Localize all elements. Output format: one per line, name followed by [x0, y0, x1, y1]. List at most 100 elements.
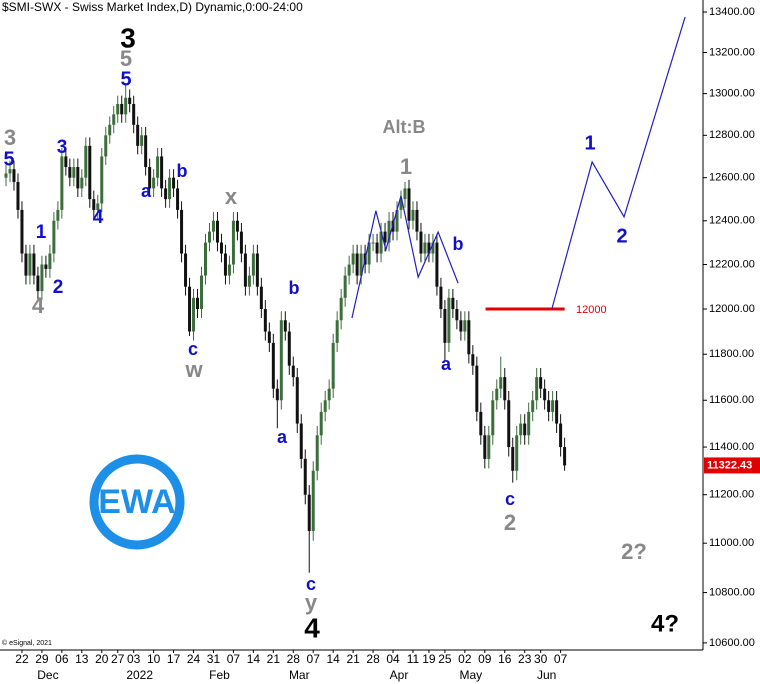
y-tick-label: 10600.00 [709, 637, 755, 649]
candle-body [128, 97, 132, 104]
candle-body [255, 253, 259, 287]
x-tick-label: 28 [366, 652, 380, 666]
y-tick-label: 11600.00 [709, 394, 754, 406]
candle-body [96, 203, 100, 210]
x-tick-label: 14 [247, 652, 261, 666]
wave-label: 3 [57, 137, 68, 158]
wave-label: b [177, 161, 188, 181]
x-tick-label: 11 [407, 652, 420, 666]
candle-body [483, 435, 487, 459]
x-tick-label: 30 [534, 652, 548, 666]
wave-label: y [305, 590, 318, 615]
candle-body [259, 286, 263, 310]
candle-body [283, 320, 287, 332]
wave-path [551, 16, 686, 310]
candle-body [239, 231, 243, 254]
candle-body [215, 220, 219, 243]
x-tick-label: 02 [458, 652, 472, 666]
candle-body [251, 253, 255, 276]
y-tick-label: 12200.00 [709, 258, 755, 270]
candle-body [411, 209, 415, 221]
y-tick-label: 12800.00 [709, 129, 755, 141]
candle-body [551, 400, 555, 412]
level-label: 12000 [576, 304, 607, 316]
candle-body [80, 177, 84, 189]
wave-label: 4? [651, 610, 679, 637]
candle-body [108, 124, 112, 136]
candle-body [315, 435, 319, 471]
candle-body [207, 231, 211, 243]
candle-body [499, 377, 503, 389]
candle-body [124, 97, 128, 115]
candle-body [200, 275, 204, 310]
candle-body [459, 320, 463, 332]
x-tick-label: 10 [147, 652, 161, 666]
wave-label: 2? [621, 539, 647, 564]
candle-body [523, 423, 527, 436]
candle-body [431, 242, 435, 254]
candle-body [267, 331, 271, 343]
wave-label: c [505, 489, 515, 509]
candle-body [323, 400, 327, 412]
price-tag [704, 457, 760, 474]
x-month-label: Dec [37, 668, 58, 682]
candle-body [455, 309, 459, 321]
candle-body [4, 173, 8, 178]
candle-body [335, 320, 339, 343]
x-month-label: May [460, 668, 483, 682]
candle-body [311, 470, 315, 531]
wave-label: 3 [120, 22, 136, 53]
candle-body [535, 377, 539, 401]
wave-label: 3 [4, 125, 16, 150]
candle-body [36, 275, 40, 292]
y-tick-label: 11200.00 [709, 489, 754, 501]
wave-label: 4 [93, 207, 104, 228]
candle-body [339, 297, 343, 321]
candle-body [52, 220, 56, 254]
candle-body [467, 320, 471, 355]
x-tick-label: 23 [518, 652, 532, 666]
candle-body [8, 169, 12, 174]
x-month-label: Jun [537, 668, 556, 682]
wave-label: Alt:B [383, 117, 426, 137]
candle-body [519, 423, 523, 436]
candle-body [152, 177, 156, 189]
candle-body [503, 377, 507, 401]
candle-body [219, 242, 223, 254]
candle-body [475, 365, 479, 412]
candle-body [48, 253, 52, 269]
candle-body [136, 124, 140, 146]
wave-label: 2 [504, 510, 516, 535]
y-tick-label: 11000.00 [709, 537, 754, 549]
candle-body [40, 264, 44, 292]
candle-body [403, 188, 407, 200]
candle-body [275, 388, 279, 401]
x-tick-label: 22 [15, 652, 29, 666]
x-tick-label: 27 [111, 652, 125, 666]
x-month-label: 2022 [126, 668, 153, 682]
candle-body [415, 209, 419, 232]
x-tick-label: 14 [327, 652, 341, 666]
candle-body [132, 103, 136, 125]
candle-body [176, 188, 180, 210]
candle-body [56, 209, 60, 221]
candle-body [104, 135, 108, 157]
candle-body [447, 297, 451, 343]
candle-body [188, 286, 192, 332]
wave-label: c [188, 339, 198, 359]
x-tick-label: 03 [127, 652, 141, 666]
candle-body [180, 209, 184, 254]
wave-label: 1 [36, 222, 47, 243]
candle-body [487, 435, 491, 459]
candle-body [156, 156, 160, 178]
candle-body [172, 177, 176, 189]
x-tick-label: 28 [287, 652, 301, 666]
candle-body [100, 156, 104, 204]
candle-body [164, 188, 168, 200]
candle-body [355, 253, 359, 276]
candle-body [68, 167, 72, 178]
logo-text: EWA [98, 483, 175, 521]
candle-body [116, 103, 120, 115]
